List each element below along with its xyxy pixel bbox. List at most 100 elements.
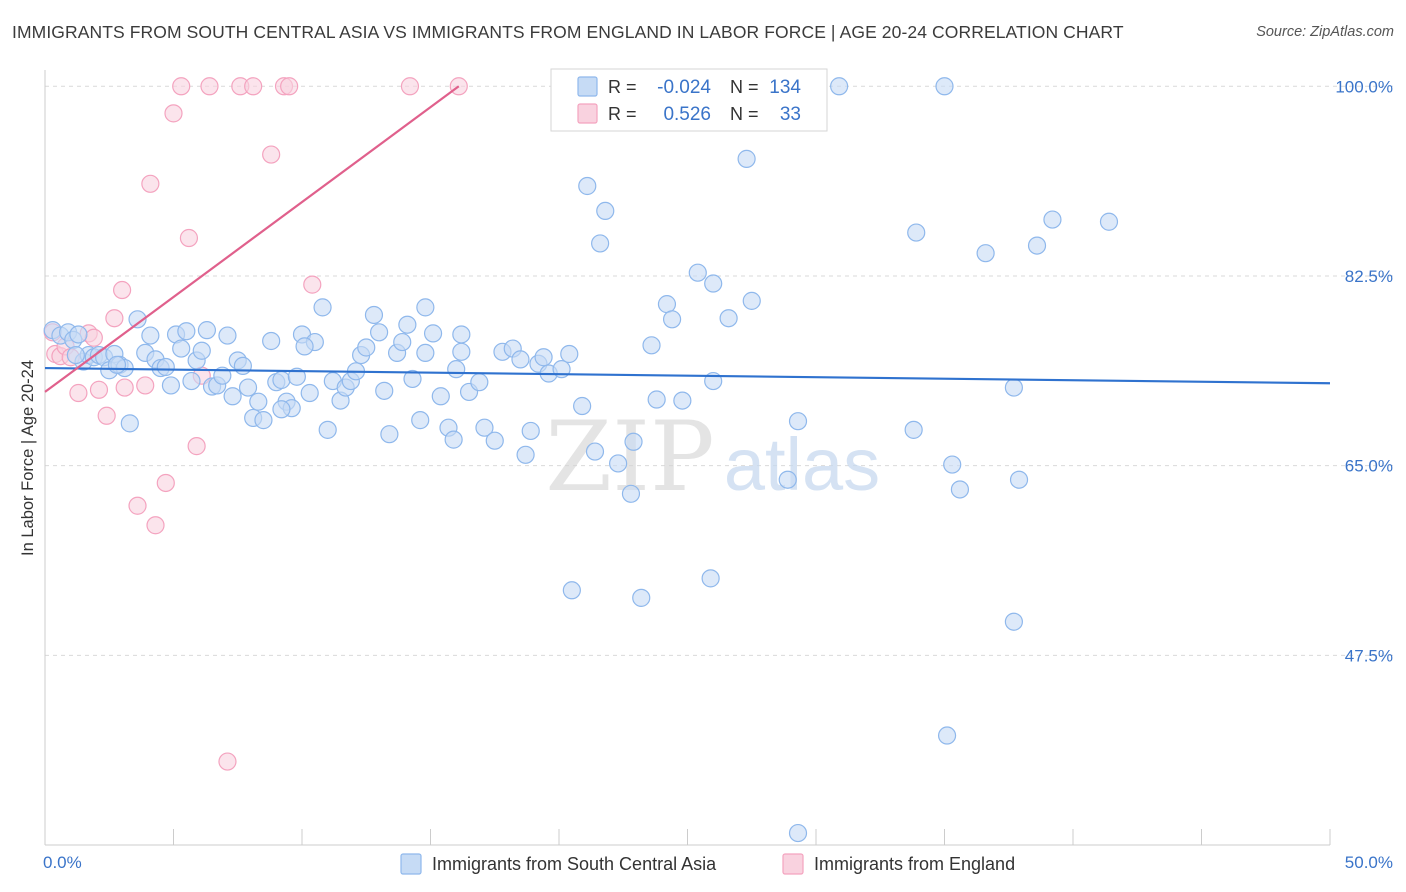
point-south-central-asia xyxy=(830,77,849,96)
point-england xyxy=(84,328,103,347)
stats-r-value-2: 0.526 xyxy=(663,104,711,125)
point-south-central-asia xyxy=(704,274,723,293)
point-south-central-asia xyxy=(313,298,332,317)
point-south-central-asia xyxy=(662,310,682,329)
point-england xyxy=(303,275,322,294)
trend-lines xyxy=(44,85,1331,393)
point-south-central-asia xyxy=(1099,212,1119,231)
legend-label-south-central-asia: Immigrants from South Central Asia xyxy=(432,854,717,874)
point-south-central-asia xyxy=(907,223,926,242)
point-england xyxy=(244,77,263,96)
stats-legend: R = -0.024 N = 134 R = 0.526 N = 33 xyxy=(550,68,828,132)
y-axis-label: In Labor Force | Age 20-24 xyxy=(19,360,37,556)
point-south-central-asia xyxy=(788,823,808,843)
stats-swatch-pink xyxy=(577,103,598,124)
point-south-central-asia xyxy=(182,371,201,391)
point-south-central-asia xyxy=(128,310,147,329)
point-south-central-asia xyxy=(398,315,417,334)
point-south-central-asia xyxy=(141,326,160,345)
point-south-central-asia xyxy=(673,391,692,410)
point-south-central-asia xyxy=(156,357,175,377)
point-south-central-asia xyxy=(719,309,738,328)
point-england xyxy=(146,516,165,535)
point-south-central-asia xyxy=(778,470,797,489)
source-label: Source: ZipAtlas.com xyxy=(1256,24,1394,40)
point-south-central-asia xyxy=(254,411,273,430)
point-south-central-asia xyxy=(573,396,592,416)
point-south-central-asia xyxy=(287,367,306,386)
legend-swatch-south-central-asia xyxy=(400,853,422,875)
data-points xyxy=(43,77,1119,843)
point-south-central-asia xyxy=(120,414,139,433)
point-south-central-asia xyxy=(177,322,196,341)
point-south-central-asia xyxy=(560,344,579,364)
point-south-central-asia xyxy=(213,366,232,385)
point-south-central-asia xyxy=(596,201,615,221)
point-south-central-asia xyxy=(69,325,88,344)
point-england xyxy=(400,77,420,96)
stats-r-label-2: R = xyxy=(608,104,637,124)
point-south-central-asia xyxy=(647,390,666,409)
point-south-central-asia xyxy=(107,355,127,374)
point-south-central-asia xyxy=(470,373,489,392)
point-england xyxy=(115,378,134,397)
point-south-central-asia xyxy=(161,376,181,395)
point-south-central-asia xyxy=(591,234,610,253)
trend-line-england xyxy=(44,85,460,393)
point-south-central-asia xyxy=(423,324,443,343)
point-south-central-asia xyxy=(534,348,553,367)
point-south-central-asia xyxy=(642,336,661,355)
point-south-central-asia xyxy=(632,588,651,607)
point-england xyxy=(112,280,132,300)
point-england xyxy=(105,309,124,328)
point-south-central-asia xyxy=(585,442,605,461)
point-south-central-asia xyxy=(1043,210,1062,229)
point-south-central-asia xyxy=(1004,612,1023,631)
point-england xyxy=(141,174,160,193)
point-south-central-asia xyxy=(737,149,756,168)
point-south-central-asia xyxy=(416,343,435,363)
y-tick-label: 82.5% xyxy=(1345,267,1393,286)
stats-n-label-1: N = xyxy=(730,77,759,97)
point-south-central-asia xyxy=(197,321,217,340)
point-england xyxy=(218,752,237,771)
point-south-central-asia xyxy=(380,425,399,444)
point-south-central-asia xyxy=(272,370,291,390)
point-south-central-asia xyxy=(233,356,252,376)
stats-r-label-1: R = xyxy=(608,77,637,97)
stats-n-label-2: N = xyxy=(730,104,759,124)
point-south-central-asia xyxy=(578,176,597,196)
point-south-central-asia xyxy=(218,326,237,345)
point-south-central-asia xyxy=(172,339,191,358)
point-south-central-asia xyxy=(475,418,494,437)
point-south-central-asia xyxy=(904,420,923,439)
y-tick-label: 65.0% xyxy=(1345,457,1393,476)
point-south-central-asia xyxy=(223,387,242,406)
point-england xyxy=(200,77,219,96)
point-south-central-asia xyxy=(935,77,954,96)
point-south-central-asia xyxy=(511,350,530,369)
y-tick-label: 100.0% xyxy=(1335,77,1393,96)
point-south-central-asia xyxy=(66,345,85,365)
point-south-central-asia xyxy=(609,454,628,473)
point-south-central-asia xyxy=(357,338,376,357)
point-south-central-asia xyxy=(364,305,384,325)
point-south-central-asia xyxy=(950,480,970,499)
point-england xyxy=(172,77,191,96)
watermark-atlas: atlas xyxy=(724,423,880,506)
point-south-central-asia xyxy=(1009,470,1029,489)
point-england xyxy=(187,437,206,456)
point-south-central-asia xyxy=(411,411,430,430)
y-tick-labels: 47.5% 65.0% 82.5% 100.0% xyxy=(1335,77,1393,665)
point-south-central-asia xyxy=(370,323,389,342)
point-south-central-asia xyxy=(688,263,707,282)
trend-line-south-central-asia xyxy=(44,366,1331,385)
point-south-central-asia xyxy=(272,400,291,419)
point-south-central-asia xyxy=(701,569,720,588)
x-ticks xyxy=(173,829,1331,845)
point-south-central-asia xyxy=(318,420,337,439)
point-south-central-asia xyxy=(1027,236,1047,255)
legend-swatch-england xyxy=(782,853,804,875)
series-legend: Immigrants from South Central Asia Immig… xyxy=(400,853,1015,875)
